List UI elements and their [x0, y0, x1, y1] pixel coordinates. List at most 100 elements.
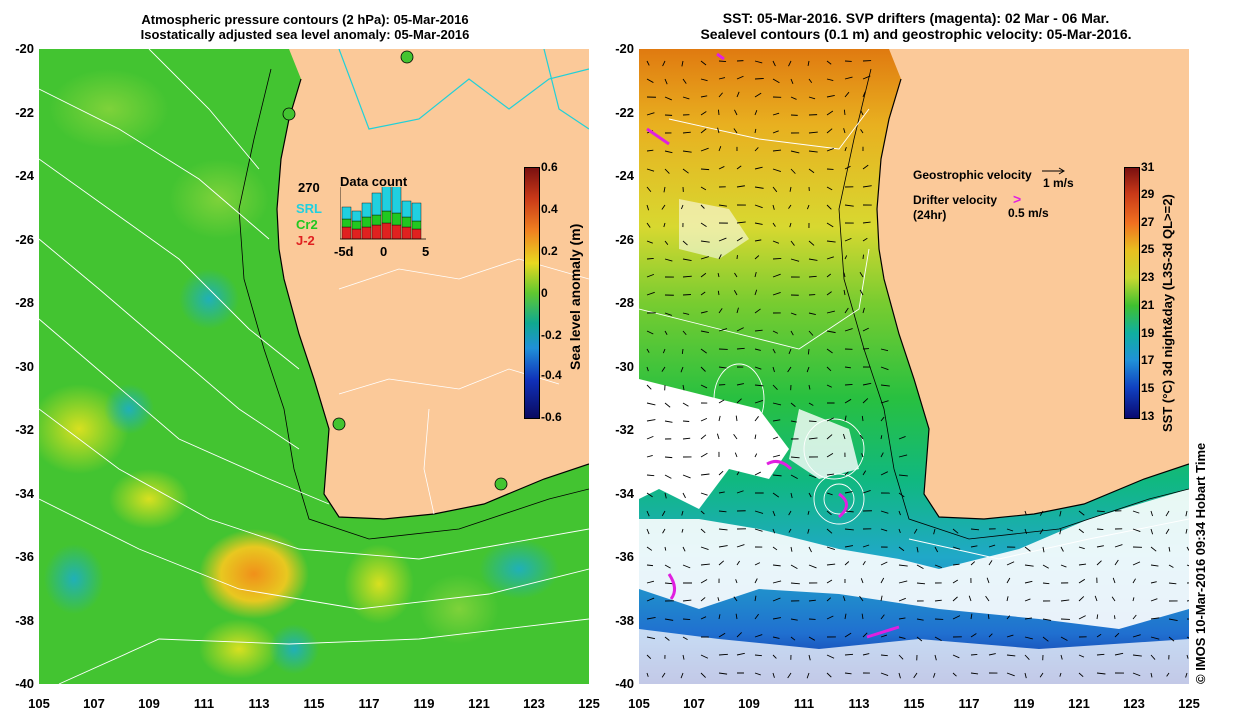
velocity-arrow [826, 473, 835, 476]
velocity-arrow [1114, 544, 1123, 548]
velocity-arrow [736, 221, 746, 224]
histogram-bar [341, 206, 352, 220]
velocity-arrow [735, 415, 738, 422]
velocity-arrow [754, 239, 762, 242]
histogram-bar [391, 187, 402, 214]
velocity-arrow [1114, 632, 1120, 638]
velocity-arrow [844, 528, 854, 531]
velocity-arrow [826, 128, 833, 134]
velocity-arrow [806, 204, 810, 210]
velocity-arrow [736, 307, 739, 314]
velocity-arrow [1132, 561, 1141, 566]
velocity-arrow [844, 471, 849, 476]
velocity-arrow [754, 453, 758, 458]
velocity-arrow [682, 402, 689, 407]
velocity-arrow [1078, 654, 1085, 658]
right-title-line2: Sealevel contours (0.1 m) and geostrophi… [700, 26, 1132, 42]
sst-colorbar-label: SST (°C) 3d night&day (L3S-3d QL>=2) [1160, 194, 1175, 432]
velocity-arrow [788, 348, 792, 355]
velocity-arrow [1132, 634, 1141, 638]
velocity-arrow [826, 597, 832, 602]
velocity-arrow [754, 308, 761, 314]
velocity-arrow [772, 564, 781, 567]
velocity-arrow [700, 111, 707, 116]
velocity-arrow [861, 415, 864, 422]
velocity-arrow [772, 546, 778, 551]
velocity-arrow [682, 636, 688, 641]
velocity-arrow [718, 470, 724, 476]
velocity-arrow [682, 492, 686, 499]
velocity-arrow [646, 510, 650, 517]
velocity-arrow [880, 528, 888, 532]
velocity-arrow [718, 92, 723, 98]
velocity-arrow [1168, 564, 1174, 568]
ly-34: -34 [15, 486, 34, 501]
velocity-arrow [844, 398, 852, 404]
velocity-arrow [862, 653, 870, 656]
velocity-arrow [1096, 510, 1105, 513]
velocity-arrow [754, 400, 764, 404]
velocity-arrow [932, 672, 936, 678]
histogram-bar [341, 218, 352, 228]
histogram-bar [371, 192, 382, 216]
velocity-arrow [808, 474, 817, 479]
velocity-arrow [1006, 654, 1016, 657]
velocity-arrow [826, 273, 832, 278]
velocity-arrow [842, 433, 846, 440]
velocity-arrow [988, 560, 993, 566]
velocity-arrow [772, 273, 781, 278]
velocity-arrow [754, 578, 758, 584]
lx-113: 113 [248, 696, 270, 711]
velocity-arrow [1078, 563, 1087, 566]
velocity-arrow [844, 561, 850, 566]
velocity-arrow [700, 256, 710, 260]
velocity-arrow [646, 435, 654, 440]
velocity-arrow [862, 632, 868, 638]
velocity-arrow [862, 164, 869, 170]
velocity-arrow [880, 452, 884, 458]
velocity-arrow [1096, 528, 1104, 531]
velocity-arrow [1024, 654, 1030, 661]
velocity-arrow [1186, 564, 1189, 567]
velocity-arrow [772, 168, 781, 172]
velocity-arrow [844, 255, 848, 260]
velocity-arrow [808, 78, 813, 84]
velocity-arrow [1132, 578, 1136, 584]
velocity-arrow [772, 330, 779, 334]
velocity-arrow [682, 474, 691, 479]
velocity-arrow [862, 327, 869, 332]
velocity-arrow [662, 60, 666, 67]
velocity-arrow [787, 672, 792, 679]
velocity-arrow [700, 452, 708, 458]
ly-28: -28 [15, 295, 34, 310]
velocity-arrow [843, 289, 846, 296]
velocity-arrow [700, 563, 710, 566]
velocity-arrow [718, 491, 725, 494]
velocity-arrow [646, 222, 651, 228]
velocity-arrow [736, 632, 742, 638]
velocity-arrow [733, 128, 738, 134]
velocity-arrow [736, 544, 745, 548]
velocity-arrow [754, 613, 759, 620]
lx-121: 121 [468, 696, 490, 711]
velocity-arrow [1132, 597, 1135, 602]
velocity-arrow [772, 257, 782, 260]
inset-xtick-0: 0 [380, 244, 388, 259]
velocity-arrow [826, 60, 832, 65]
histogram-bar [361, 226, 372, 240]
velocity-arrow [1168, 546, 1171, 552]
velocity-arrow [718, 415, 721, 422]
velocity-arrow [1112, 577, 1116, 584]
velocity-arrow [1111, 596, 1116, 602]
velocity-arrow [1006, 577, 1011, 584]
velocity-arrow [862, 307, 865, 314]
velocity-arrow [844, 307, 849, 314]
velocity-arrow [862, 75, 871, 80]
velocity-arrow [1059, 510, 1062, 517]
velocity-arrow [646, 474, 655, 477]
velocity-arrow [788, 204, 792, 209]
velocity-arrow [700, 492, 708, 496]
velocity-arrow [772, 78, 780, 84]
velocity-arrow [862, 91, 866, 98]
velocity-arrow [880, 471, 888, 476]
